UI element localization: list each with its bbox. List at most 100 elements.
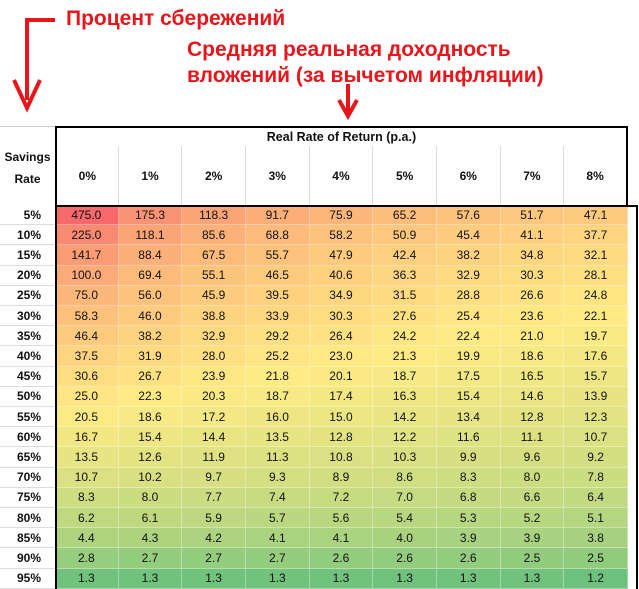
heatmap-cell: 13.5 [245, 427, 310, 448]
heatmap-cell: 8.9 [309, 467, 374, 488]
heatmap-cell: 10.8 [309, 447, 374, 468]
heatmap-cell: 19.9 [436, 346, 501, 367]
heatmap-cell: 10.2 [118, 467, 183, 488]
heatmap-cell: 26.4 [309, 326, 374, 347]
heatmap-cell: 18.6 [500, 346, 565, 367]
heatmap-cell: 11.9 [182, 447, 246, 468]
heatmap-cell: 18.6 [118, 407, 183, 428]
heatmap-cell: 4.2 [182, 528, 246, 549]
column-header: 4% [310, 146, 374, 205]
heatmap-cell: 12.6 [118, 447, 183, 468]
heatmap-cell: 65.2 [373, 205, 437, 226]
heatmap-cell: 55.1 [182, 265, 246, 286]
heatmap-cell: 27.6 [373, 306, 437, 327]
heatmap-cell: 25.4 [436, 306, 501, 327]
heatmap-cell: 23.6 [500, 306, 565, 327]
heatmap-cell: 118.1 [118, 225, 183, 246]
heatmap-cell: 32.9 [436, 265, 501, 286]
heatmap-cell: 4.1 [245, 528, 310, 549]
heatmap-cell: 118.3 [182, 205, 246, 226]
heatmap-cell: 5.6 [309, 508, 374, 529]
heatmap-cell: 46.5 [245, 265, 310, 286]
return-annotation-line-2: вложений (за вычетом инфляции) [187, 64, 544, 87]
heatmap-cell: 23.9 [182, 366, 246, 387]
heatmap-cell: 475.0 [55, 205, 119, 226]
column-header: 6% [437, 146, 501, 205]
savings-arrow-icon [12, 18, 55, 113]
heatmap-cell: 15.4 [118, 427, 183, 448]
heatmap-cell: 30.6 [55, 366, 119, 387]
heatmap-cell: 37.5 [55, 346, 119, 367]
row-header: 30% [0, 306, 55, 327]
heatmap-cell: 39.5 [245, 285, 310, 307]
heatmap-cell: 31.9 [118, 346, 183, 367]
heatmap-cell: 8.0 [500, 467, 565, 488]
heatmap-cell: 41.1 [500, 225, 565, 246]
heatmap-cell: 22.3 [118, 386, 183, 408]
heatmap-cell: 14.4 [182, 427, 246, 448]
heatmap-cell: 26.7 [118, 366, 183, 387]
heatmap-cell: 1.3 [373, 568, 437, 589]
heatmap-cell: 12.2 [373, 427, 437, 448]
heatmap-cell: 25.0 [55, 386, 119, 408]
column-header: 8% [564, 146, 628, 205]
heatmap-cell: 2.8 [55, 548, 119, 569]
heatmap-cell: 24.8 [564, 285, 628, 307]
heatmap-cell: 23.0 [309, 346, 374, 367]
heatmap-cell: 5.7 [245, 508, 310, 529]
return-annotation-line-1: Средняя реальная доходность [187, 38, 511, 61]
heatmap-cell: 2.5 [564, 548, 628, 569]
column-header: 0% [55, 146, 119, 205]
row-header: 95% [0, 569, 55, 589]
heatmap-cell: 1.3 [245, 568, 310, 589]
heatmap-cell: 9.9 [436, 447, 501, 468]
heatmap-cell: 12.8 [309, 427, 374, 448]
heatmap-cell: 21.3 [373, 346, 437, 367]
heatmap-cell: 10.3 [373, 447, 437, 468]
heatmap-cell: 26.6 [500, 285, 565, 307]
row-header: 55% [0, 407, 55, 428]
heatmap-cell: 5.4 [373, 508, 437, 529]
column-header: 5% [373, 146, 437, 205]
heatmap-cell: 4.4 [55, 528, 119, 549]
heatmap-cell: 45.4 [436, 225, 501, 246]
row-header: 75% [0, 488, 55, 509]
heatmap-cell: 28.1 [564, 265, 628, 286]
heatmap-cell: 15.7 [564, 366, 628, 387]
heatmap-cell: 1.3 [55, 568, 119, 589]
heatmap-cell: 225.0 [55, 225, 119, 246]
heatmap-cell: 37.7 [564, 225, 628, 246]
heatmap-cell: 16.7 [55, 427, 119, 448]
heatmap-cell: 2.6 [373, 548, 437, 569]
heatmap-cell: 10.7 [55, 467, 119, 488]
heatmap-cell: 141.7 [55, 245, 119, 266]
heatmap-cell: 47.9 [309, 245, 374, 266]
heatmap-cell: 25.2 [245, 346, 310, 367]
heatmap-cell: 38.8 [182, 306, 246, 327]
heatmap-cell: 68.8 [245, 225, 310, 246]
heatmap-cell: 45.9 [182, 285, 246, 307]
heatmap-cell: 5.9 [182, 508, 246, 529]
heatmap-cell: 6.8 [436, 487, 501, 509]
heatmap-cell: 40.6 [309, 265, 374, 286]
row-header: 20% [0, 266, 55, 286]
heatmap-cell: 7.8 [564, 467, 628, 488]
heatmap-cell: 17.2 [182, 407, 246, 428]
heatmap-cell: 12.8 [500, 407, 565, 428]
column-header: 1% [119, 146, 183, 205]
heatmap-cell: 2.5 [500, 548, 565, 569]
heatmap-cell: 22.1 [564, 306, 628, 327]
heatmap-cell: 6.6 [500, 487, 565, 509]
heatmap-cell: 8.3 [436, 467, 501, 488]
heatmap-cell: 100.0 [55, 265, 119, 286]
heatmap-cell: 24.2 [373, 326, 437, 347]
return-rate-annotation: Средняя реальная доходность вложений (за… [187, 37, 544, 89]
heatmap-cell: 17.4 [309, 386, 374, 408]
heatmap-cell: 7.0 [373, 487, 437, 509]
chart-title: Real Rate of Return (p.a.) [55, 126, 628, 146]
heatmap-cell: 4.3 [118, 528, 183, 549]
row-header: 50% [0, 387, 55, 408]
heatmap-cell: 28.0 [182, 346, 246, 367]
heatmap-cell: 69.4 [118, 265, 183, 286]
heatmap-cell: 6.1 [118, 508, 183, 529]
